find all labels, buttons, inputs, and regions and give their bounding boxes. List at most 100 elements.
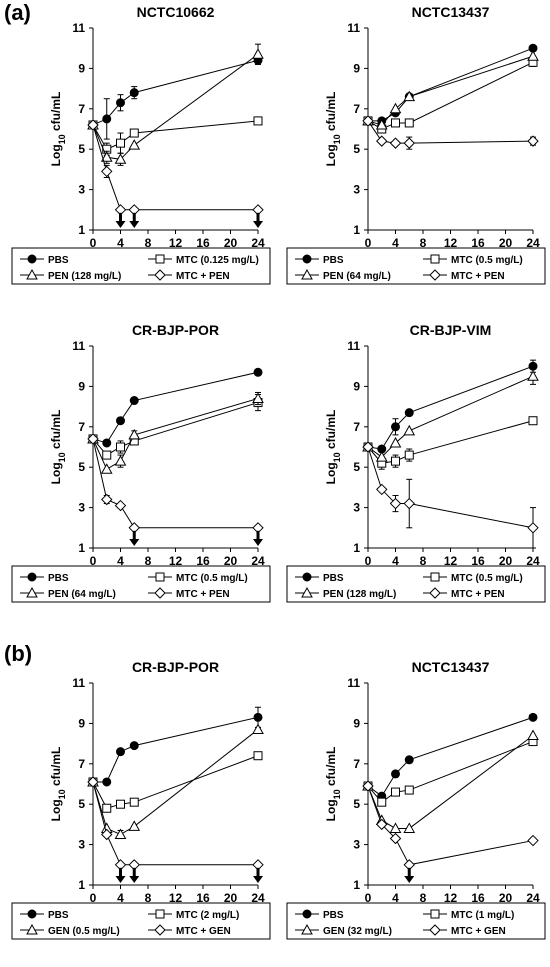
data-point-pbs	[253, 367, 263, 377]
data-point-mtc-2-mg-l	[116, 799, 125, 809]
y-tick-label: 11	[72, 676, 85, 690]
legend-label: PEN (128 mg/L)	[48, 271, 121, 282]
down-arrow-head	[115, 220, 126, 228]
legend-label: MTC + GEN	[451, 926, 506, 937]
x-tick-label: 12	[444, 236, 458, 250]
data-point-mtc-0-5-mg-l	[391, 118, 400, 128]
legend-marker-mtc-pen	[429, 269, 441, 281]
data-point-mtc-0-125-mg-l	[129, 128, 139, 138]
legend-marker-pbs	[302, 909, 312, 919]
data-point-pen-128-mg-l	[375, 451, 388, 462]
data-point-pen-128-mg-l	[100, 151, 113, 162]
y-tick-label: 11	[347, 21, 360, 35]
panel-label-b: (b)	[4, 641, 33, 666]
down-arrow-head	[115, 875, 126, 883]
data-point-pen-64-mg-l	[403, 90, 416, 102]
x-tick-label: 20	[224, 891, 238, 905]
data-point-pen-64-mg-l	[375, 118, 388, 130]
y-axis-label: Log10 cfu/mL	[324, 410, 342, 485]
data-point-pbs	[528, 712, 538, 722]
panel-label-a: (a)	[4, 0, 31, 25]
series-line-mtc-pen	[92, 124, 258, 211]
chart-title: NCTC13437	[412, 659, 490, 675]
data-point-pbs	[253, 712, 263, 722]
data-point-mtc-pen	[376, 135, 388, 147]
x-tick-label: 12	[169, 554, 183, 568]
data-point-mtc-pen	[87, 119, 99, 131]
legend-label: GEN (32 mg/L)	[323, 926, 392, 937]
data-point-mtc-2-mg-l	[129, 797, 139, 807]
x-tick-label: 12	[169, 236, 183, 250]
legend-marker-mtc-0-5-mg-l	[430, 254, 440, 264]
data-point-mtc-0-5-mg-l	[116, 442, 125, 452]
legend-marker-mtc-pen	[429, 587, 441, 599]
data-point-mtc-pen	[389, 137, 402, 149]
x-tick-label: 0	[90, 236, 97, 250]
x-tick-label: 16	[196, 554, 210, 568]
data-point-pen-64-mg-l	[128, 428, 141, 440]
data-point-pen-64-mg-l	[389, 102, 402, 114]
data-point-pbs	[404, 408, 414, 418]
data-point-pbs	[102, 438, 112, 448]
x-tick-label: 8	[420, 554, 427, 568]
y-tick-label: 7	[78, 757, 85, 771]
series-line-gen-0-5-mg-l	[92, 729, 259, 836]
x-tick-label: 0	[90, 891, 97, 905]
y-axis-label: Log10 cfu/mL	[49, 747, 67, 822]
data-point-mtc-pen	[527, 135, 539, 147]
down-arrow-head	[129, 220, 140, 228]
legend-label: PEN (64 mg/L)	[48, 589, 116, 600]
legend-box	[286, 565, 546, 603]
y-tick-label: 1	[78, 541, 85, 555]
legend-box	[286, 247, 546, 285]
legend-label: MTC (1 mg/L)	[451, 910, 514, 921]
legend-marker-mtc-0-5-mg-l	[430, 572, 440, 582]
series-line-pbs	[367, 716, 534, 797]
series-line-mtc-pen	[92, 438, 258, 529]
data-point-gen-32-mg-l	[389, 822, 402, 833]
data-point-mtc-0-5-mg-l	[391, 456, 400, 466]
data-point-mtc-pen	[527, 522, 539, 534]
y-axis-label: Log10 cfu/mL	[49, 92, 67, 167]
x-tick-label: 20	[224, 236, 238, 250]
data-point-pen-128-mg-l	[128, 139, 141, 150]
legend-marker-mtc-1-mg-l	[430, 909, 440, 919]
data-point-pbs	[391, 422, 400, 432]
data-point-mtc-0-5-mg-l	[404, 118, 414, 128]
data-point-pbs	[102, 777, 112, 787]
legend-label: PBS	[48, 255, 69, 266]
legend-marker-pbs	[27, 254, 37, 264]
chart-cr-bjp-vim: CR-BJP-VIM135791104812162024Time (h)Log1…	[286, 322, 546, 603]
chart-nctc13437-b: NCTC13437135791104812162024Time (h)Log10…	[286, 659, 546, 940]
series-line-gen-32-mg-l	[367, 735, 534, 829]
legend-marker-pbs	[302, 572, 312, 582]
y-tick-label: 5	[78, 460, 85, 474]
y-tick-label: 7	[353, 420, 360, 434]
y-tick-label: 3	[353, 501, 360, 515]
data-point-mtc-0-5-mg-l	[528, 416, 538, 426]
y-tick-label: 9	[78, 379, 85, 393]
y-tick-label: 3	[78, 183, 85, 197]
y-tick-label: 5	[78, 142, 85, 156]
down-arrow-head	[404, 875, 415, 883]
y-tick-label: 9	[353, 61, 360, 75]
legend-label: PBS	[323, 255, 344, 266]
data-point-pbs	[391, 769, 400, 779]
data-point-pen-128-mg-l	[252, 48, 264, 59]
x-tick-label: 8	[420, 236, 427, 250]
x-tick-label: 20	[224, 554, 238, 568]
data-point-mtc-gen	[362, 780, 374, 792]
legend-marker-pbs	[302, 254, 312, 264]
chart-title: CR-BJP-POR	[132, 659, 219, 675]
data-point-mtc-1-mg-l	[404, 785, 414, 795]
data-point-pbs	[116, 747, 125, 757]
x-tick-label: 12	[444, 554, 458, 568]
data-point-pen-64-mg-l	[114, 455, 127, 466]
data-point-mtc-pen	[403, 497, 415, 510]
legend-label: MTC (2 mg/L)	[176, 910, 239, 921]
data-point-mtc-pen	[403, 137, 415, 149]
x-tick-label: 0	[365, 554, 372, 568]
x-tick-label: 8	[145, 891, 152, 905]
y-tick-label: 5	[353, 797, 360, 811]
data-point-mtc-0-125-mg-l	[116, 138, 125, 148]
